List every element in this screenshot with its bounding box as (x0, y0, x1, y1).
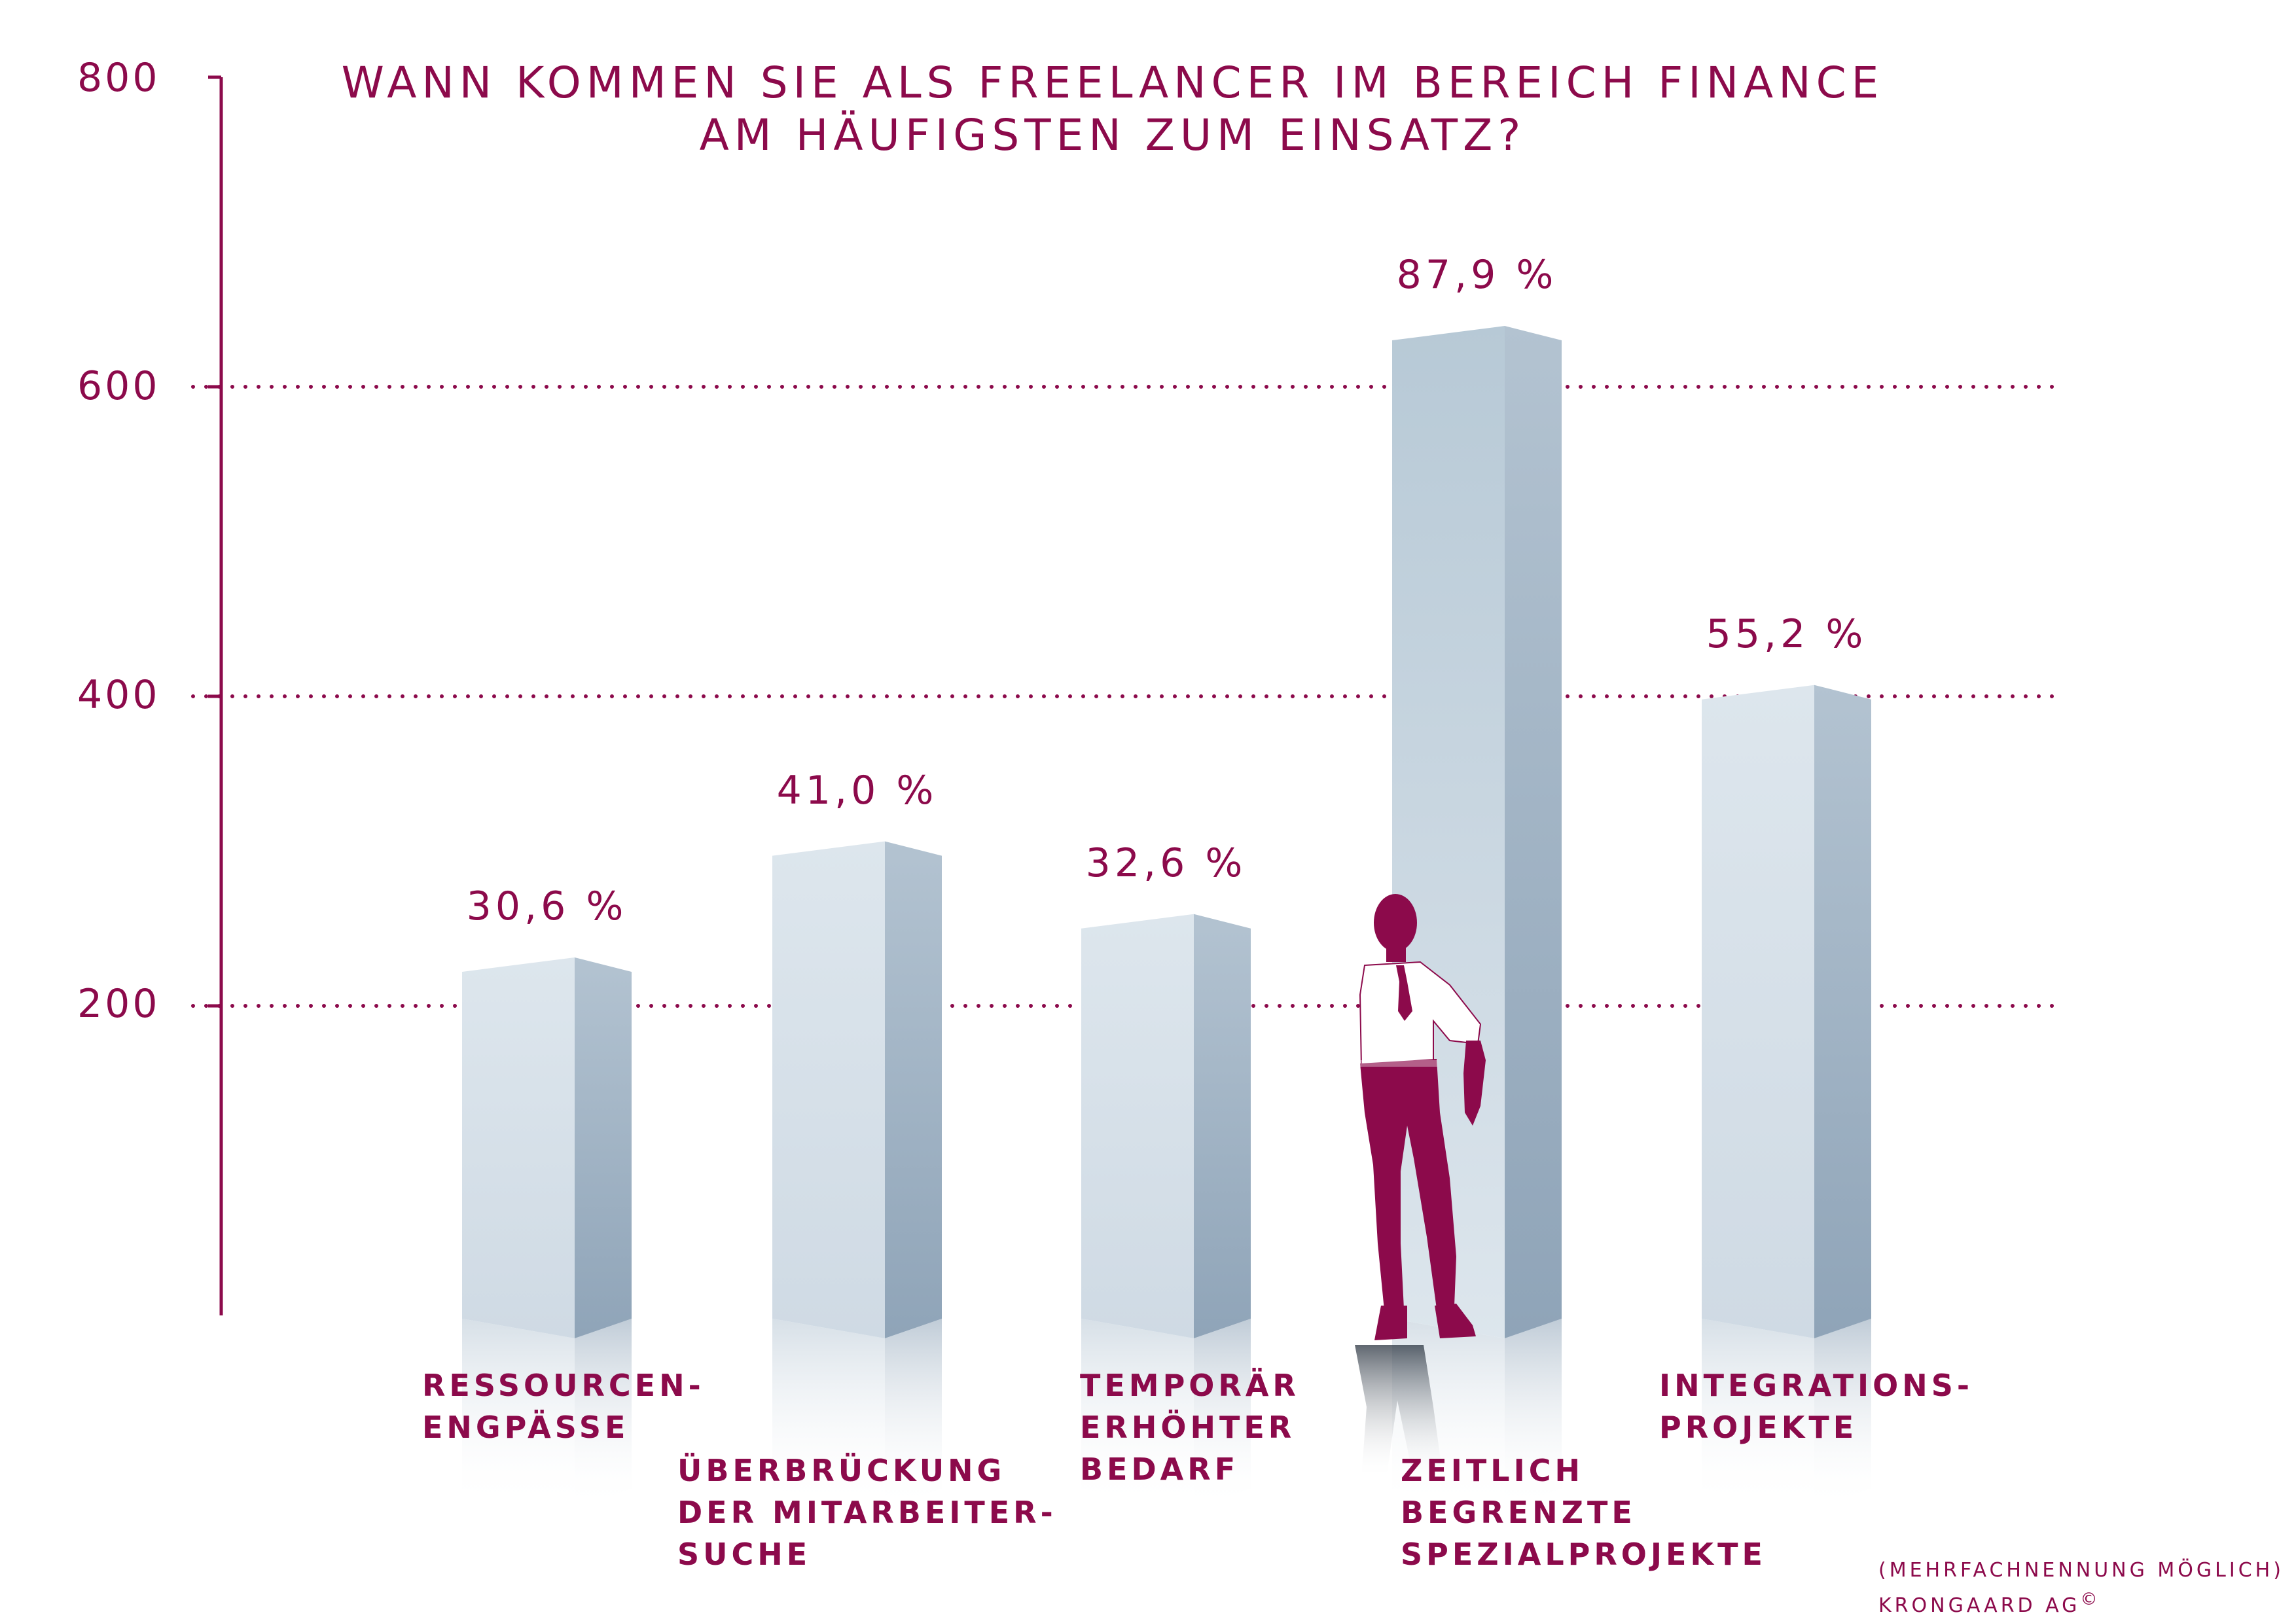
data-label: 87,9 % (1396, 252, 1558, 298)
bar-reflection (462, 1319, 632, 1508)
bar (1392, 326, 1562, 1338)
data-label: 30,6 % (466, 883, 628, 929)
bar-reflection (772, 1319, 942, 1508)
y-tick-label-600: 600 (77, 363, 160, 409)
data-label: 32,6 % (1085, 840, 1247, 886)
chart-title-line-1: WANN KOMMEN SIE ALS FREELANCER IM BEREIC… (341, 58, 1884, 108)
footnote-source: KRONGAARD AG© (1878, 1585, 2100, 1620)
bar (1702, 685, 1871, 1338)
bar-front-face (1702, 685, 1814, 1338)
data-label: 41,0 % (776, 767, 938, 813)
bar-front-face (772, 841, 885, 1338)
bar (462, 957, 632, 1338)
category-label: ÜBERBRÜCKUNG DER MITARBEITER- SUCHE (677, 1453, 1057, 1572)
footnote-multiple-answers: (MEHRFACHNENNUNG MÖGLICH) (1878, 1559, 2284, 1582)
copyright-symbol: © (2080, 1590, 2101, 1609)
category-label: INTEGRATIONS- PROJEKTE (1659, 1368, 1973, 1445)
bar-front-face (462, 957, 575, 1338)
bar (772, 841, 942, 1338)
data-label: 55,2 % (1706, 611, 1867, 657)
bar-reflection (1081, 1319, 1251, 1508)
bar (1081, 914, 1251, 1338)
footnote-source-text: KRONGAARD AG (1878, 1594, 2081, 1617)
bar-side-face (1505, 326, 1562, 1338)
category-label: RESSOURCEN- ENGPÄSSE (422, 1368, 705, 1445)
bar-side-face (885, 841, 942, 1338)
chart-title-line-2: AM HÄUFIGSTEN ZUM EINSATZ? (699, 110, 1526, 160)
businessman-illustration (1355, 894, 1486, 1479)
category-label: TEMPORÄR ERHÖHTER BEDARF (1080, 1368, 1300, 1487)
bar-front-face (1081, 914, 1194, 1338)
bar-side-face (1814, 685, 1871, 1338)
y-tick-label-400: 400 (77, 672, 160, 718)
bar-side-face (1194, 914, 1251, 1338)
bar-reflection (1702, 1319, 1871, 1508)
category-label: ZEITLICH BEGRENZTE SPEZIALPROJEKTE (1401, 1453, 1767, 1572)
y-tick-label-200: 200 (77, 981, 160, 1027)
bar-side-face (575, 957, 632, 1338)
y-tick-label-800: 800 (77, 55, 160, 101)
